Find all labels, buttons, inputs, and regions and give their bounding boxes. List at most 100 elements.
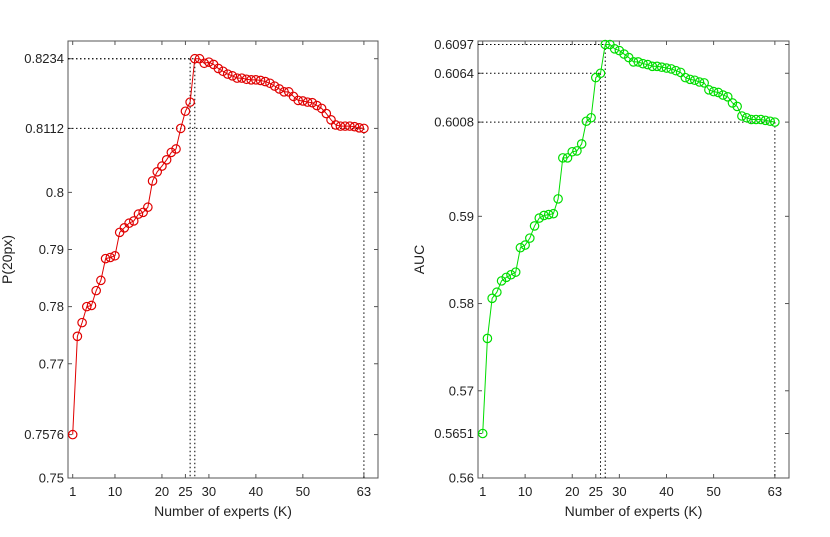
data-point <box>124 218 134 229</box>
data-point <box>236 73 247 83</box>
data-point <box>760 115 771 126</box>
x-tick-label: 25 <box>589 484 603 499</box>
chart-1: 1 10 20 25 30 40 50 63 0.75 0.7576 0.77 0.78 0.79 0.8… <box>0 40 379 519</box>
x-tick-label: 40 <box>659 484 673 499</box>
data-point <box>298 96 308 106</box>
x-tick-label: 20 <box>155 484 169 499</box>
data-point <box>642 59 653 70</box>
data-point <box>746 114 757 125</box>
data-point <box>558 153 568 163</box>
data-point <box>227 71 238 81</box>
data-point <box>312 100 322 111</box>
data-point <box>713 87 724 98</box>
data-point <box>609 44 620 54</box>
y-tick-label: 0.78 <box>39 299 64 314</box>
plot-frame <box>477 40 790 479</box>
data-point <box>718 90 728 100</box>
data-point <box>241 74 252 85</box>
data-point <box>675 67 686 78</box>
data-point <box>704 85 714 95</box>
data-point <box>161 155 172 165</box>
x-tick-label: 25 <box>178 484 192 499</box>
data-point <box>105 252 116 263</box>
data-point <box>251 75 261 85</box>
data-point <box>755 114 766 125</box>
y-tick-label: 0.57 <box>449 383 474 398</box>
data-point <box>279 87 289 97</box>
data-point <box>543 209 554 220</box>
y-tick-label: 0.8 <box>46 185 64 200</box>
data-point <box>152 167 163 177</box>
data-point <box>567 146 578 157</box>
data-point <box>534 213 545 223</box>
y-tick-label: 0.6064 <box>434 66 474 81</box>
data-point <box>180 106 191 117</box>
data-point <box>482 333 493 344</box>
data-point <box>515 242 526 253</box>
data-point <box>487 293 497 304</box>
data-point <box>633 57 644 67</box>
x-tick-label: 30 <box>612 484 626 499</box>
y-tick-label: 0.59 <box>449 209 474 224</box>
data-point <box>689 75 700 86</box>
data-point <box>260 76 271 87</box>
x-tick-label: 10 <box>108 484 122 499</box>
y-tick-label: 0.56 <box>449 471 474 486</box>
data-point <box>340 121 350 131</box>
data-point <box>77 317 87 328</box>
data-point <box>274 84 285 94</box>
data-point <box>81 301 92 312</box>
data-point <box>638 58 648 69</box>
data-point <box>661 63 672 73</box>
data-point <box>510 267 521 277</box>
data-point <box>157 161 167 171</box>
data-point <box>218 66 228 77</box>
series-line <box>72 58 364 435</box>
data-point <box>572 146 582 156</box>
series-line <box>482 43 775 434</box>
data-point <box>67 429 78 440</box>
data-point <box>349 121 360 132</box>
x-tick-label: 40 <box>249 484 263 499</box>
data-point <box>666 64 676 74</box>
data-point <box>255 75 266 86</box>
data-point <box>501 272 512 283</box>
y-axis-label: AUC <box>411 245 427 275</box>
data-point <box>345 121 355 131</box>
data-point <box>96 275 106 286</box>
data-point <box>586 112 596 123</box>
x-axis-label: Number of experts (K) <box>565 503 703 519</box>
y-tick-label: 0.79 <box>39 242 64 257</box>
y-tick-label: 0.6008 <box>434 115 474 130</box>
y-tick-label: 0.7576 <box>24 427 64 442</box>
data-point <box>213 63 224 74</box>
data-point <box>751 114 761 125</box>
data-point <box>699 78 709 88</box>
plot-frame <box>67 40 379 479</box>
data-point <box>600 39 611 50</box>
data-point <box>222 69 233 79</box>
data-point <box>477 428 488 439</box>
data-point <box>647 61 658 72</box>
data-point <box>732 101 742 112</box>
chart-2: 1 10 20 25 30 40 50 63 0.56 0.5651 0.57 0.58 0.59 0.6… <box>411 37 790 519</box>
data-point <box>539 210 549 221</box>
data-point <box>492 287 502 298</box>
y-tick-label: 0.6097 <box>434 37 474 52</box>
data-point <box>171 144 181 154</box>
y-tick-label: 0.5651 <box>434 426 474 441</box>
data-point <box>708 86 719 97</box>
data-point <box>72 331 83 342</box>
data-point <box>359 123 369 134</box>
data-point <box>525 233 535 243</box>
data-point <box>330 120 341 130</box>
data-point <box>770 117 780 127</box>
data-point <box>685 74 695 85</box>
x-tick-label: 1 <box>479 484 486 499</box>
data-point <box>656 62 667 72</box>
data-point <box>671 65 681 76</box>
data-point <box>354 123 365 133</box>
y-tick-label: 0.58 <box>449 296 474 311</box>
data-point <box>199 58 210 69</box>
